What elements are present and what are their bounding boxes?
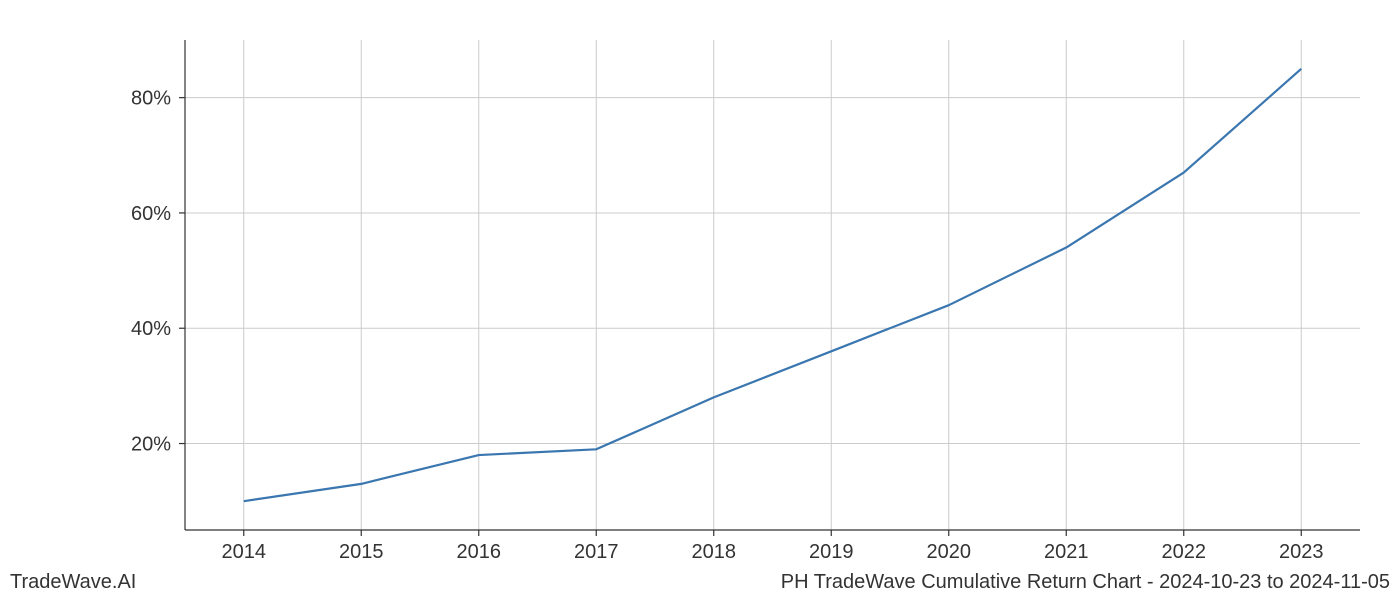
- x-tick-label: 2014: [222, 541, 267, 563]
- x-tick-label: 2017: [574, 541, 619, 563]
- x-tick-label: 2023: [1279, 541, 1324, 563]
- y-tick-label: 80%: [131, 88, 171, 110]
- y-tick-label: 20%: [131, 434, 171, 456]
- x-tick-label: 2015: [339, 541, 384, 563]
- chart-footer: TradeWave.AI PH TradeWave Cumulative Ret…: [0, 571, 1400, 594]
- chart-container: 2014 2015 2016 2017 2018 2019 2020 2021 2022 2023…: [0, 0, 1400, 600]
- y-tick-label: 40%: [131, 318, 171, 340]
- x-tick-label: 2021: [1044, 541, 1089, 563]
- x-tick-label: 2018: [692, 541, 737, 563]
- x-tick-label: 2019: [809, 541, 854, 563]
- footer-right-label: PH TradeWave Cumulative Return Chart - 2…: [781, 571, 1390, 594]
- chart-background: [0, 0, 1400, 600]
- footer-left-label: TradeWave.AI: [10, 571, 136, 594]
- x-tick-label: 2020: [927, 541, 972, 563]
- return-line-chart: 2014 2015 2016 2017 2018 2019 2020 2021 2022 2023…: [0, 0, 1400, 600]
- x-tick-label: 2016: [457, 541, 502, 563]
- y-tick-label: 60%: [131, 203, 171, 225]
- x-tick-label: 2022: [1162, 541, 1207, 563]
